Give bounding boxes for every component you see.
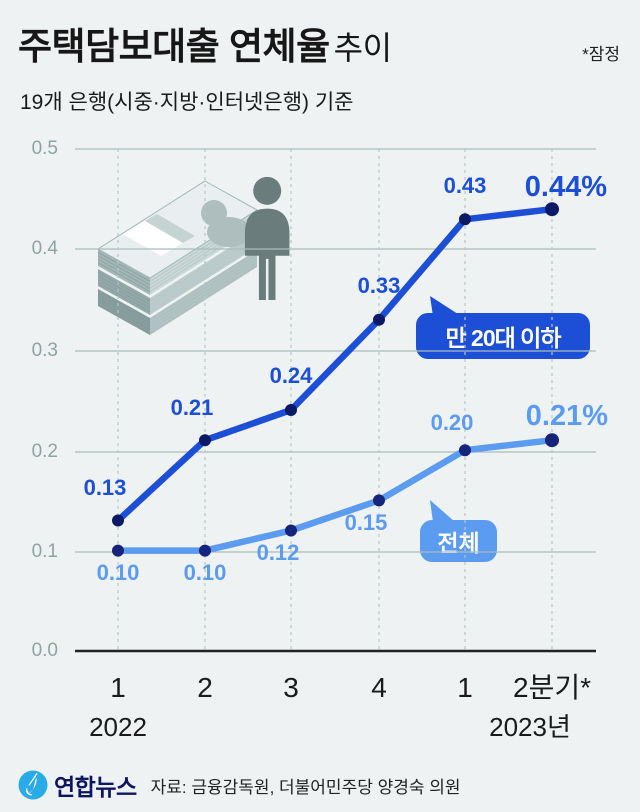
svg-text:1: 1 — [457, 672, 473, 703]
svg-text:2분기*: 2분기* — [513, 672, 591, 703]
svg-text:2: 2 — [197, 672, 213, 703]
svg-text:0.3: 0.3 — [32, 340, 58, 361]
svg-text:0.10: 0.10 — [97, 560, 140, 585]
svg-text:0.33: 0.33 — [358, 273, 401, 298]
svg-text:2023년: 2023년 — [489, 712, 571, 742]
svg-text:0.15: 0.15 — [345, 510, 388, 535]
svg-text:0.12: 0.12 — [257, 540, 300, 565]
svg-text:0.4: 0.4 — [32, 238, 59, 259]
svg-text:0.43: 0.43 — [444, 173, 487, 198]
svg-text:2022: 2022 — [89, 712, 147, 742]
svg-text:0.21: 0.21 — [171, 395, 214, 420]
svg-text:4: 4 — [371, 672, 387, 703]
svg-text:0.2: 0.2 — [32, 441, 58, 462]
svg-text:0.44%: 0.44% — [525, 171, 607, 203]
svg-text:0.1: 0.1 — [32, 541, 58, 562]
svg-text:0.13: 0.13 — [84, 475, 127, 500]
svg-text:3: 3 — [283, 672, 299, 703]
svg-text:0.5: 0.5 — [32, 138, 58, 159]
svg-text:0.24: 0.24 — [270, 363, 314, 388]
svg-text:0.20: 0.20 — [431, 410, 474, 435]
svg-text:1: 1 — [110, 672, 126, 703]
svg-text:0.21%: 0.21% — [526, 400, 608, 432]
svg-text:0.10: 0.10 — [184, 560, 227, 585]
svg-text:0.0: 0.0 — [32, 640, 58, 661]
